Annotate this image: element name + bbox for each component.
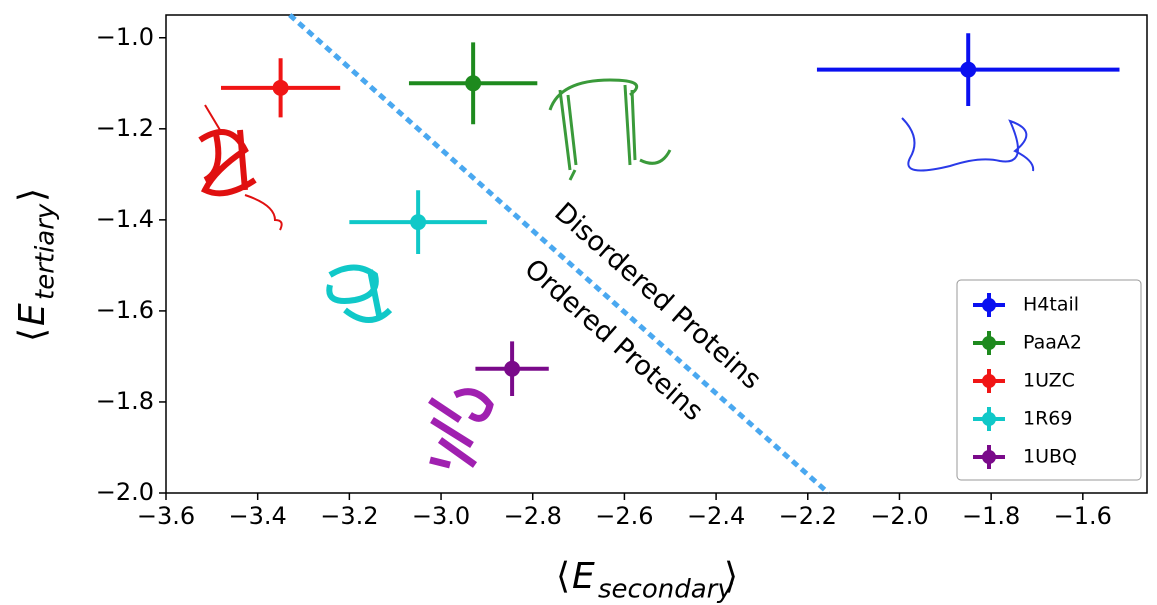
- marker: [504, 361, 520, 377]
- legend-label: 1R69: [1023, 408, 1072, 430]
- annotation: Ordered Proteins: [518, 253, 709, 427]
- protein-h4tail: [902, 118, 1033, 171]
- x-tick-label: −3.0: [412, 502, 470, 530]
- y-tick-label: −1.6: [96, 296, 154, 324]
- y-label-left: ⟨: [12, 328, 53, 342]
- x-label-subscript: secondary: [598, 575, 733, 605]
- x-tick-label: −1.6: [1054, 502, 1112, 530]
- legend-key: [982, 298, 996, 312]
- x-tick-label: −2.4: [687, 502, 745, 530]
- protein-1uzc: [200, 130, 255, 193]
- y-tick-label: −1.4: [96, 205, 154, 233]
- y-label-subscript: tertiary: [31, 203, 61, 300]
- legend: H4tail PaaA2 1UZC 1R69 1UBQ: [957, 280, 1141, 480]
- chart: ⟨ E secondary ⟩ ⟨ E tertiary ⟩ −3.6 −3.4 −…: [0, 0, 1157, 605]
- x-tick-label: −2.8: [504, 502, 562, 530]
- protein-paaa2: [550, 80, 670, 180]
- x-tick-label: −3.6: [137, 502, 195, 530]
- y-tick-label: −2.0: [96, 478, 154, 506]
- data-point: [349, 190, 487, 254]
- reference-line: [290, 15, 829, 493]
- data-point: [221, 58, 340, 117]
- marker: [273, 80, 289, 96]
- y-label-symbol: E: [12, 303, 53, 326]
- x-tick-label: −1.8: [962, 502, 1020, 530]
- x-tick-label: −2.2: [779, 502, 837, 530]
- legend-label: H4tail: [1023, 294, 1079, 316]
- legend-label: PaaA2: [1023, 332, 1082, 354]
- data-point: [409, 42, 537, 124]
- marker: [960, 62, 976, 78]
- marker: [465, 75, 481, 91]
- marker: [410, 214, 426, 230]
- x-label-right: ⟩: [724, 556, 738, 597]
- x-tick-label: −2.0: [870, 502, 928, 530]
- y-axis-label: ⟨ E tertiary ⟩: [12, 188, 61, 342]
- y-label-right: ⟩: [12, 188, 53, 202]
- y-tick-label: −1.2: [96, 114, 154, 142]
- data-point: [817, 33, 1120, 106]
- x-label-left: ⟨: [556, 556, 570, 597]
- y-tick-label: −1.8: [96, 387, 154, 415]
- x-axis-label: ⟨ E secondary ⟩: [556, 556, 738, 605]
- legend-label: 1UBQ: [1023, 446, 1077, 468]
- protein-1ubq: [430, 392, 490, 465]
- protein-1r69: [329, 268, 390, 321]
- x-label-symbol: E: [572, 556, 595, 597]
- data-point: [475, 341, 548, 396]
- x-tick-label: −3.2: [320, 502, 378, 530]
- legend-key: [982, 412, 996, 426]
- x-tick-label: −2.6: [595, 502, 653, 530]
- legend-key: [982, 450, 996, 464]
- x-tick-label: −3.4: [229, 502, 287, 530]
- y-tick-label: −1.0: [96, 23, 154, 51]
- legend-label: 1UZC: [1023, 370, 1075, 392]
- legend-key: [982, 336, 996, 350]
- legend-key: [982, 374, 996, 388]
